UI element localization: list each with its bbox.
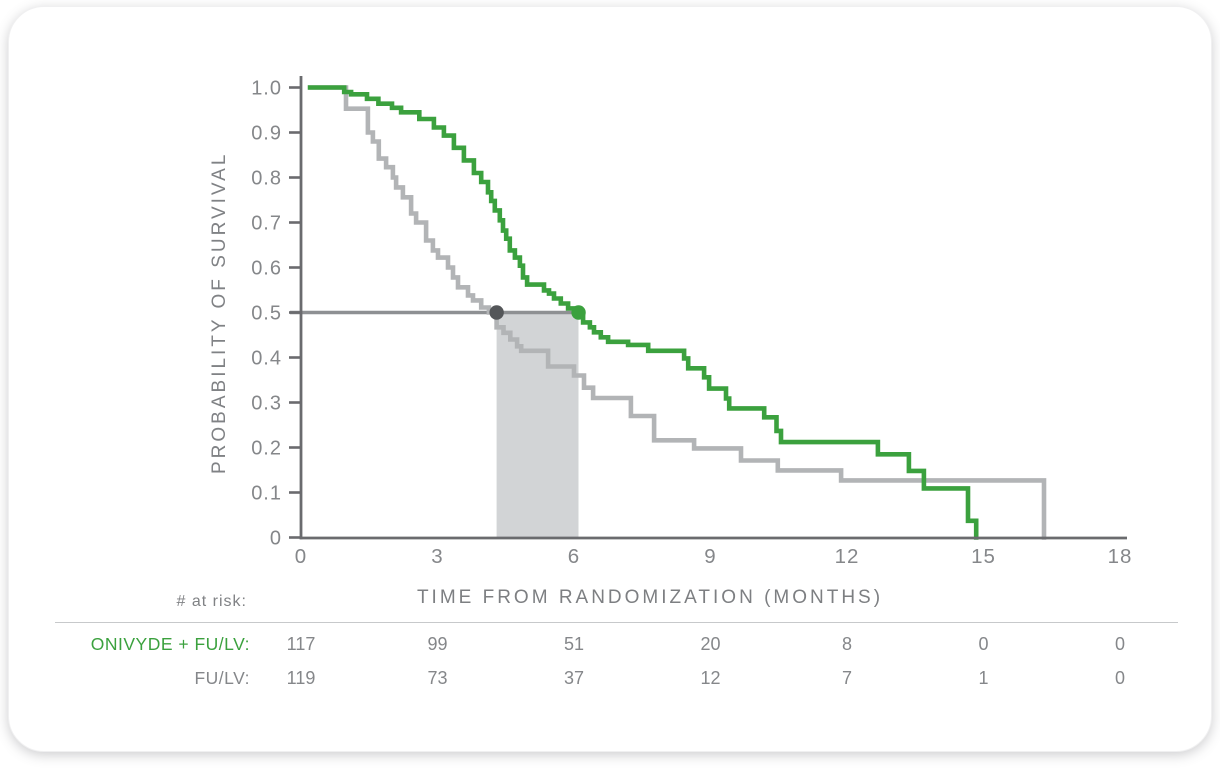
fulv-curve [307,85,1047,540]
x-tick-label: 18 [1108,545,1133,568]
risk-value: 20 [700,634,721,654]
risk-row-label: FU/LV: [194,668,250,688]
y-tick-label: 0.6 [251,258,282,280]
y-tick-label: 0.1 [251,483,282,505]
y-tick-label: 0.4 [251,348,282,370]
x-tick-label: 12 [835,545,860,568]
x-tick-label: 9 [704,545,716,568]
risk-row-label: ONIVYDE + FU/LV: [90,634,250,654]
risk-value: 73 [427,668,448,688]
x-axis-title: TIME FROM RANDOMIZATION (MONTHS) [416,587,884,608]
fulv-median-dot [489,305,504,320]
y-tick-label: 0.2 [251,438,282,460]
y-axis-title: PROBABILITY OF SURVIVAL [209,151,230,475]
x-tick-label: 3 [431,545,443,568]
risk-value: 1 [978,668,989,688]
risk-value: 99 [427,634,448,654]
risk-value: 12 [700,668,721,688]
risk-value: 8 [841,634,852,654]
y-tick-label: 0.9 [251,123,282,145]
risk-value: 37 [563,668,585,688]
risk-table-separator [55,622,1178,623]
x-tick-label: 15 [971,545,996,568]
risk-value: 119 [286,668,316,688]
x-tick-label: 6 [568,545,580,568]
risk-value: 117 [286,634,316,654]
risk-value: 0 [1114,668,1125,688]
onivyde-fulv-curve [307,85,979,540]
y-tick-label: 0.3 [251,393,282,415]
y-tick-label: 0 [270,528,282,550]
onivyde-median-dot [571,305,586,320]
y-tick-label: 1.0 [251,78,282,100]
risk-value: 51 [563,634,585,654]
x-tick-label: 0 [295,545,307,568]
median-difference-shading [496,312,579,538]
risk-value: 0 [978,634,989,654]
y-tick-label: 0.8 [251,168,282,190]
y-tick-label: 0.5 [251,303,282,325]
risk-table-heading: # at risk: [176,593,247,610]
risk-value: 0 [1114,634,1125,654]
risk-value: 7 [841,668,852,688]
y-tick-label: 0.7 [251,213,282,235]
chart-card [8,6,1212,752]
